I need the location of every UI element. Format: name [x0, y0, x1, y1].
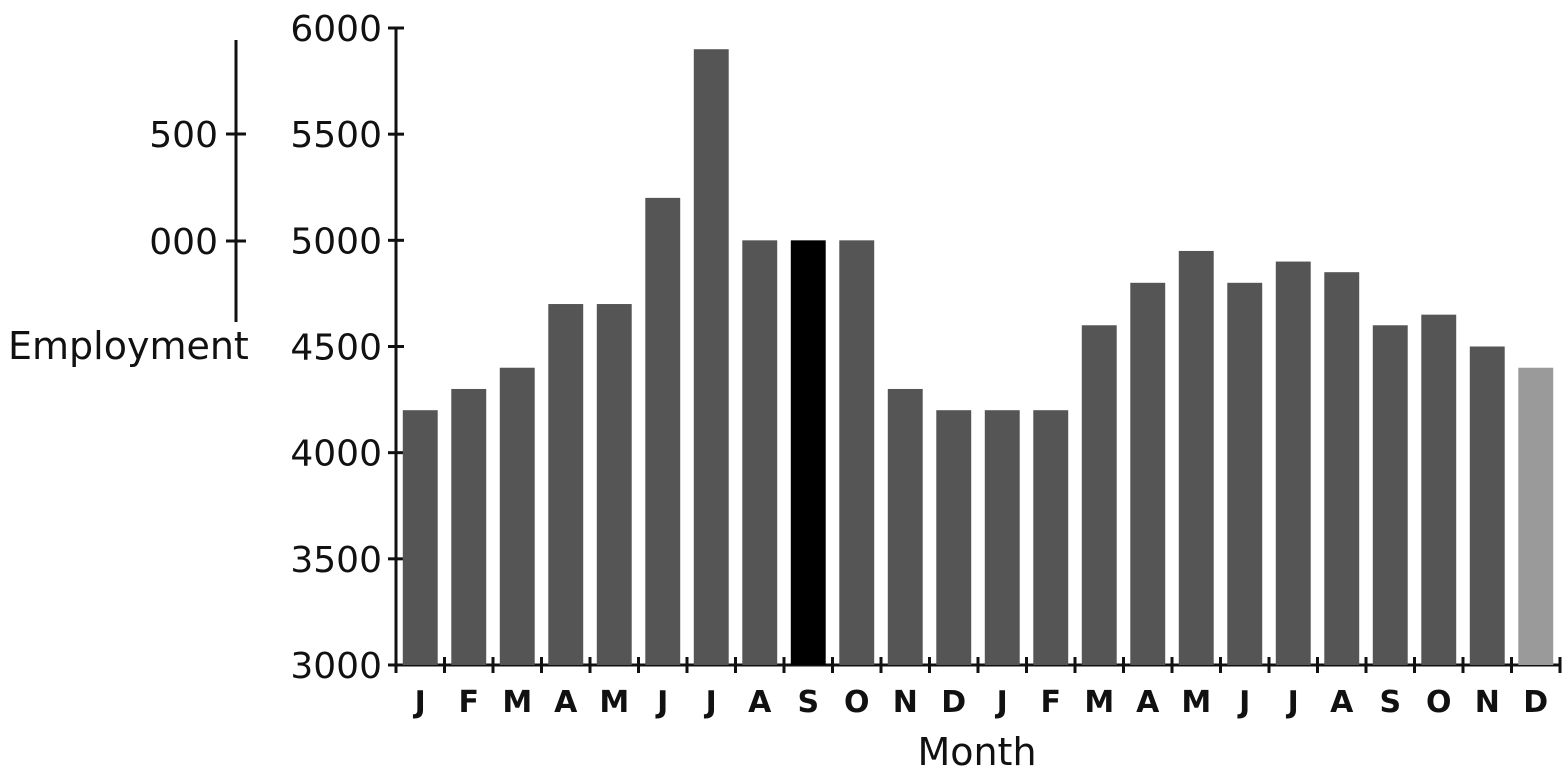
bar-9 [790, 240, 826, 666]
category-label: A [554, 685, 578, 720]
category-label: O [1426, 685, 1452, 720]
category-label: J [995, 685, 1008, 720]
bar-22 [1421, 314, 1457, 665]
y-tick-label: 4500 [290, 328, 382, 369]
category-label: D [1523, 685, 1548, 720]
fragment-tick-label-upper: 500 [149, 115, 218, 156]
bar-19 [1275, 261, 1311, 665]
category-label: N [893, 685, 918, 720]
y-tick-label: 4000 [290, 434, 382, 475]
category-label: J [655, 685, 668, 720]
y-tick-label: 3000 [290, 646, 382, 687]
category-label: J [1286, 685, 1299, 720]
category-label: O [844, 685, 870, 720]
category-label: J [704, 685, 717, 720]
category-label: F [459, 685, 480, 720]
bar-series [402, 49, 1554, 666]
bar-13 [984, 410, 1020, 665]
category-label: A [1136, 685, 1160, 720]
category-label: M [1181, 685, 1211, 720]
y-tick-label: 5000 [290, 221, 382, 262]
category-label: M [502, 685, 532, 720]
bar-17 [1178, 250, 1214, 665]
bar-23 [1469, 346, 1505, 665]
y-axis-title: Employment [8, 324, 249, 368]
bar-10 [839, 240, 875, 666]
bar-3 [499, 367, 535, 665]
category-label: M [1084, 685, 1114, 720]
bar-1 [402, 410, 438, 665]
fragment-tick-label-lower: 000 [149, 222, 218, 263]
bar-2 [451, 388, 487, 665]
y-tick-label: 5500 [290, 115, 382, 156]
bar-5 [596, 304, 632, 665]
bar-12 [936, 410, 972, 665]
bar-7 [693, 49, 729, 665]
bar-16 [1130, 282, 1166, 665]
category-label: A [1330, 685, 1354, 720]
y-tick-label: 6000 [290, 9, 382, 50]
bar-8 [742, 240, 778, 666]
bar-15 [1081, 325, 1117, 665]
bar-24 [1518, 367, 1554, 665]
category-label: D [941, 685, 966, 720]
bar-4 [548, 304, 584, 665]
y-tick-label: 3500 [290, 540, 382, 581]
category-label: M [599, 685, 629, 720]
bar-6 [645, 197, 681, 665]
x-axis-ticks [394, 657, 1562, 673]
category-label: J [1237, 685, 1250, 720]
category-label: F [1041, 685, 1062, 720]
category-label: A [748, 685, 772, 720]
category-label: S [797, 685, 819, 720]
left-fragment-axis: 500 000 [149, 40, 246, 322]
y-axis-ticks: 3000 3500 4000 4500 5000 5500 6000 [290, 9, 404, 687]
category-label: J [413, 685, 426, 720]
bar-20 [1324, 272, 1360, 665]
bar-11 [887, 388, 923, 665]
bar-21 [1372, 325, 1408, 665]
x-axis-title: Month [917, 730, 1036, 774]
category-label: S [1379, 685, 1401, 720]
bar-14 [1033, 410, 1069, 665]
bar-18 [1227, 282, 1263, 665]
category-label: N [1475, 685, 1500, 720]
